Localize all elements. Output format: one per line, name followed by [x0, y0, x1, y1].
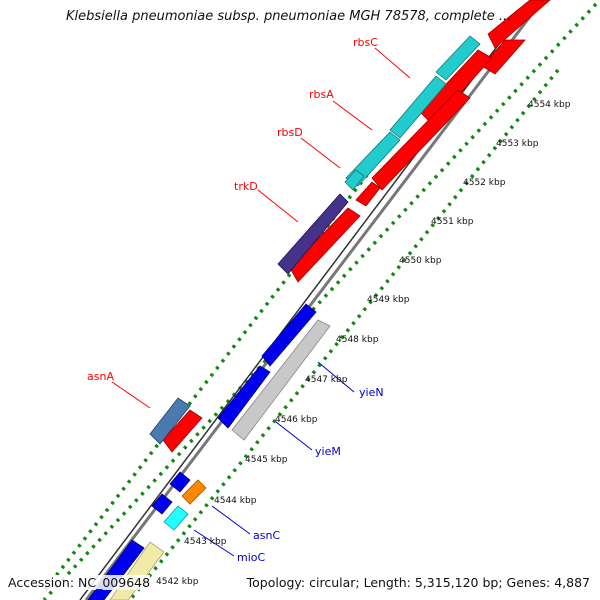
gene-label-asnA: asnA [87, 370, 114, 383]
kbp-tick-4548: 4548 kbp [336, 335, 379, 345]
gc-track-inner-right [128, 68, 560, 600]
gene-red-top-2 [481, 39, 526, 75]
gene-red-top-1 [487, 0, 551, 49]
gene-rbs-small [344, 169, 365, 191]
leader-trkD [257, 189, 299, 223]
gene-blue-yieN [261, 303, 317, 367]
gene-red-rbs-2 [371, 89, 471, 191]
gene-label-asnC: asnC [253, 529, 280, 542]
gene-blue-small-2 [151, 493, 173, 515]
kbp-tick-4549: 4549 kbp [367, 295, 410, 305]
kbp-tick-4542: 4542 kbp [156, 577, 199, 587]
accession-label: Accession: NC_009648 [8, 575, 151, 590]
leader-rbsA [332, 100, 373, 131]
kbp-tick-4550: 4550 kbp [399, 256, 442, 266]
gene-grey-yieN [231, 319, 331, 441]
gc-track-outer [42, 2, 598, 600]
kbp-tick-4543: 4543 kbp [184, 537, 227, 547]
gene-label-yieM: yieM [315, 445, 341, 458]
map-title: Klebsiella pneumoniae subsp. pneumoniae … [66, 9, 512, 24]
kbp-tick-4553: 4553 kbp [496, 139, 539, 149]
leader-asnC [211, 505, 251, 535]
genome-summary: Topology: circular; Length: 5,315,120 bp… [246, 575, 590, 590]
gene-red-asn [162, 409, 203, 453]
gene-blue-yieM [217, 365, 271, 429]
gene-label-trkD: trkD [234, 180, 258, 193]
kbp-tick-4544: 4544 kbp [214, 496, 257, 506]
kbp-tick-4547: 4547 kbp [305, 375, 348, 385]
gene-rbsA [389, 75, 447, 139]
leader-rbsC [374, 47, 411, 79]
leader-rbsD [300, 137, 341, 169]
gene-label-rbsD: rbsD [277, 126, 303, 139]
kbp-tick-4552: 4552 kbp [463, 178, 506, 188]
gene-trkD [277, 193, 349, 275]
gene-asnC [181, 479, 207, 505]
gene-red-rbs-3 [355, 181, 381, 207]
kbp-tick-4546: 4546 kbp [275, 415, 318, 425]
gene-mioC [163, 505, 189, 531]
gene-red-rbs-1 [419, 49, 493, 125]
gene-label-rbsA: rbsA [309, 88, 334, 101]
gene-label-mioC: mioC [237, 551, 266, 564]
gene-asnA [149, 397, 191, 445]
kbp-tick-4545: 4545 kbp [245, 455, 288, 465]
leader-yieM [275, 421, 313, 451]
leader-asnA [111, 381, 151, 409]
kbp-tick-4551: 4551 kbp [431, 217, 474, 227]
gene-label-rbsC: rbsC [353, 36, 378, 49]
leader-yieN [317, 361, 355, 393]
gene-blue-small-1 [169, 471, 191, 493]
leader-mioC [193, 529, 235, 557]
kbp-tick-4554: 4554 kbp [528, 100, 571, 110]
gene-label-yieN: yieN [359, 386, 384, 399]
gene-rbsC [435, 35, 481, 81]
gene-red-trk [289, 207, 361, 283]
